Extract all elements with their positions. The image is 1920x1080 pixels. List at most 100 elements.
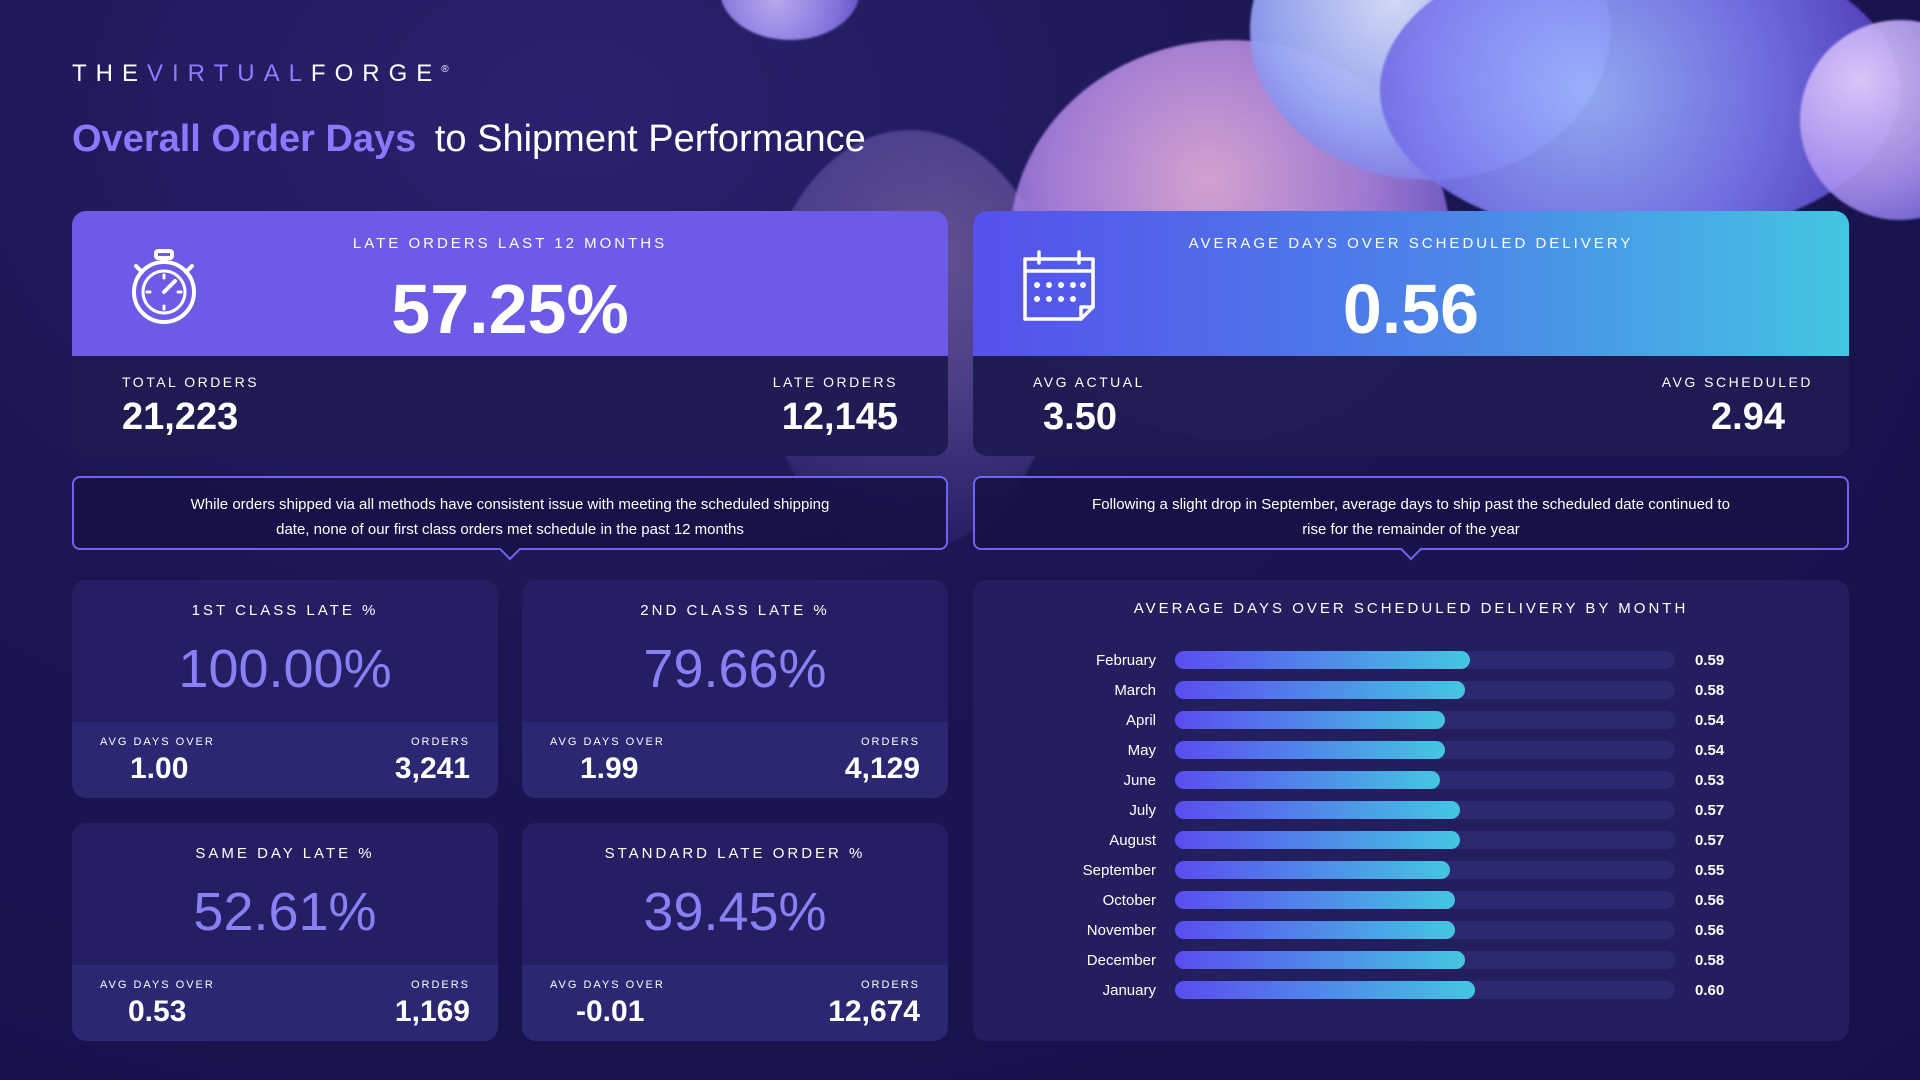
bar bbox=[1175, 831, 1460, 849]
late-orders-label: LATE ORDERS bbox=[772, 374, 898, 390]
page-title: Overall Order Days to Shipment Performan… bbox=[72, 118, 866, 161]
note-line: While orders shipped via all methods hav… bbox=[190, 496, 830, 513]
avg-actual-value: 3.50 bbox=[1043, 396, 1117, 438]
decorative-blob bbox=[1800, 20, 1920, 220]
bar bbox=[1175, 891, 1455, 909]
card-footer: AVG DAYS OVER 0.53 ORDERS 1,169 bbox=[72, 965, 498, 1041]
page-title-rest: to Shipment Performance bbox=[434, 118, 866, 160]
kpi-footer: TOTAL ORDERS 21,223 LATE ORDERS 12,145 bbox=[72, 356, 948, 456]
value-label: 0.55 bbox=[1695, 862, 1724, 879]
stopwatch-icon bbox=[132, 249, 196, 324]
chart-title: AVERAGE DAYS OVER SCHEDULED DELIVERY BY … bbox=[1133, 600, 1689, 617]
kpi-value: 57.25% bbox=[391, 270, 629, 348]
calendar-icon bbox=[1023, 250, 1095, 321]
category-label: July bbox=[1129, 802, 1156, 819]
value-label: 0.59 bbox=[1695, 652, 1724, 669]
bar bbox=[1175, 981, 1475, 999]
value-label: 0.54 bbox=[1695, 712, 1725, 729]
card-label: 1ST CLASS LATE % bbox=[191, 602, 379, 619]
card-value: 79.66% bbox=[643, 639, 827, 699]
monthly-bar-chart: February 0.59 March 0.58 April 0.54 May 0.54 Jun… bbox=[1083, 651, 1725, 999]
orders-value: 12,674 bbox=[828, 995, 920, 1028]
bar bbox=[1175, 951, 1465, 969]
orders-stat: ORDERS 12,674 bbox=[828, 979, 920, 1029]
avg-days-kpi-card: AVERAGE DAYS OVER SCHEDULED DELIVERY 0.5… bbox=[973, 211, 1849, 456]
decorative-blob bbox=[720, 0, 860, 40]
bar bbox=[1175, 681, 1465, 699]
orders-label: ORDERS bbox=[860, 979, 920, 991]
bar bbox=[1175, 861, 1450, 879]
category-label: November bbox=[1087, 922, 1156, 939]
value-label: 0.57 bbox=[1695, 832, 1724, 849]
card-value: 39.45% bbox=[643, 882, 827, 942]
orders-label: ORDERS bbox=[410, 979, 470, 991]
orders-value: 3,241 bbox=[394, 752, 470, 785]
category-label: June bbox=[1123, 772, 1156, 789]
brand-logo: THEVIRTUALFORGE® bbox=[72, 60, 449, 88]
avg-days-over-value: 1.00 bbox=[130, 752, 189, 785]
insight-note-right: Following a slight drop in September, av… bbox=[973, 476, 1849, 561]
decorative-blob bbox=[1250, 0, 1610, 180]
monthly-bar-chart-card: AVERAGE DAYS OVER SCHEDULED DELIVERY BY … bbox=[973, 580, 1849, 1041]
orders-stat: ORDERS 3,241 bbox=[395, 736, 470, 786]
kpi-footer: AVG ACTUAL 3.50 AVG SCHEDULED 2.94 bbox=[973, 356, 1849, 456]
late-orders-value: 12,145 bbox=[781, 396, 898, 438]
note-line: date, none of our first class orders met… bbox=[276, 521, 744, 538]
page-title-accent: Overall Order Days bbox=[72, 118, 417, 160]
brand-registered: ® bbox=[441, 64, 449, 75]
card-top: SAME DAY LATE % 52.61% bbox=[72, 823, 498, 965]
total-orders-stat: TOTAL ORDERS 21,223 bbox=[122, 374, 259, 439]
orders-stat: ORDERS 1,169 bbox=[395, 979, 470, 1029]
bar bbox=[1175, 741, 1445, 759]
kpi-value: 0.56 bbox=[1342, 270, 1480, 348]
avg-days-over-label: AVG DAYS OVER bbox=[100, 979, 215, 991]
orders-stat: ORDERS 4,129 bbox=[845, 736, 920, 786]
bar bbox=[1175, 801, 1460, 819]
card-value: 100.00% bbox=[178, 639, 392, 699]
avg-days-over-stat: AVG DAYS OVER 1.00 bbox=[100, 736, 215, 786]
avg-days-over-value: 0.53 bbox=[128, 995, 187, 1028]
orders-value: 4,129 bbox=[844, 752, 920, 785]
avg-days-over-stat: AVG DAYS OVER -0.01 bbox=[550, 979, 665, 1029]
card-top: 2ND CLASS LATE % 79.66% bbox=[522, 580, 948, 722]
avg-scheduled-value: 2.94 bbox=[1711, 396, 1785, 438]
total-orders-value: 21,223 bbox=[122, 396, 239, 438]
brand-the: THE bbox=[72, 60, 147, 87]
value-label: 0.56 bbox=[1695, 922, 1724, 939]
decorative-blob bbox=[1380, 0, 1900, 240]
value-label: 0.60 bbox=[1695, 982, 1724, 999]
avg-scheduled-stat: AVG SCHEDULED 2.94 bbox=[1662, 374, 1813, 439]
orders-label: ORDERS bbox=[860, 736, 920, 748]
kpi-label: LATE ORDERS LAST 12 MONTHS bbox=[352, 235, 668, 252]
value-label: 0.56 bbox=[1695, 892, 1724, 909]
avg-actual-stat: AVG ACTUAL 3.50 bbox=[1033, 374, 1145, 439]
category-label: May bbox=[1128, 742, 1157, 759]
card-label: STANDARD LATE ORDER % bbox=[604, 845, 866, 862]
card-value: 52.61% bbox=[193, 882, 377, 942]
bar bbox=[1175, 771, 1440, 789]
note-line: Following a slight drop in September, av… bbox=[1092, 496, 1730, 513]
value-label: 0.53 bbox=[1695, 772, 1724, 789]
category-label: February bbox=[1096, 652, 1157, 669]
kpi-label: AVERAGE DAYS OVER SCHEDULED DELIVERY bbox=[1188, 235, 1634, 252]
category-label: October bbox=[1103, 892, 1156, 909]
avg-days-over-value: -0.01 bbox=[576, 995, 645, 1028]
value-label: 0.57 bbox=[1695, 802, 1724, 819]
kpi-header: LATE ORDERS LAST 12 MONTHS 57.25% bbox=[72, 211, 948, 356]
card-label: SAME DAY LATE % bbox=[195, 845, 375, 862]
value-label: 0.58 bbox=[1695, 682, 1724, 699]
bar bbox=[1175, 651, 1470, 669]
value-label: 0.58 bbox=[1695, 952, 1724, 969]
avg-days-over-stat: AVG DAYS OVER 1.99 bbox=[550, 736, 665, 786]
card-footer: AVG DAYS OVER 1.99 ORDERS 4,129 bbox=[522, 722, 948, 798]
card-footer: AVG DAYS OVER -0.01 ORDERS 12,674 bbox=[522, 965, 948, 1041]
category-label: August bbox=[1109, 832, 1157, 849]
bar bbox=[1175, 711, 1445, 729]
avg-days-over-label: AVG DAYS OVER bbox=[550, 979, 665, 991]
category-label: April bbox=[1126, 712, 1156, 729]
note-line: rise for the remainder of the year bbox=[1302, 521, 1520, 538]
card-top: 1ST CLASS LATE % 100.00% bbox=[72, 580, 498, 722]
brand-virtual: VIRTUAL bbox=[147, 60, 311, 87]
category-label: September bbox=[1083, 862, 1156, 879]
card-label: 2ND CLASS LATE % bbox=[640, 602, 830, 619]
